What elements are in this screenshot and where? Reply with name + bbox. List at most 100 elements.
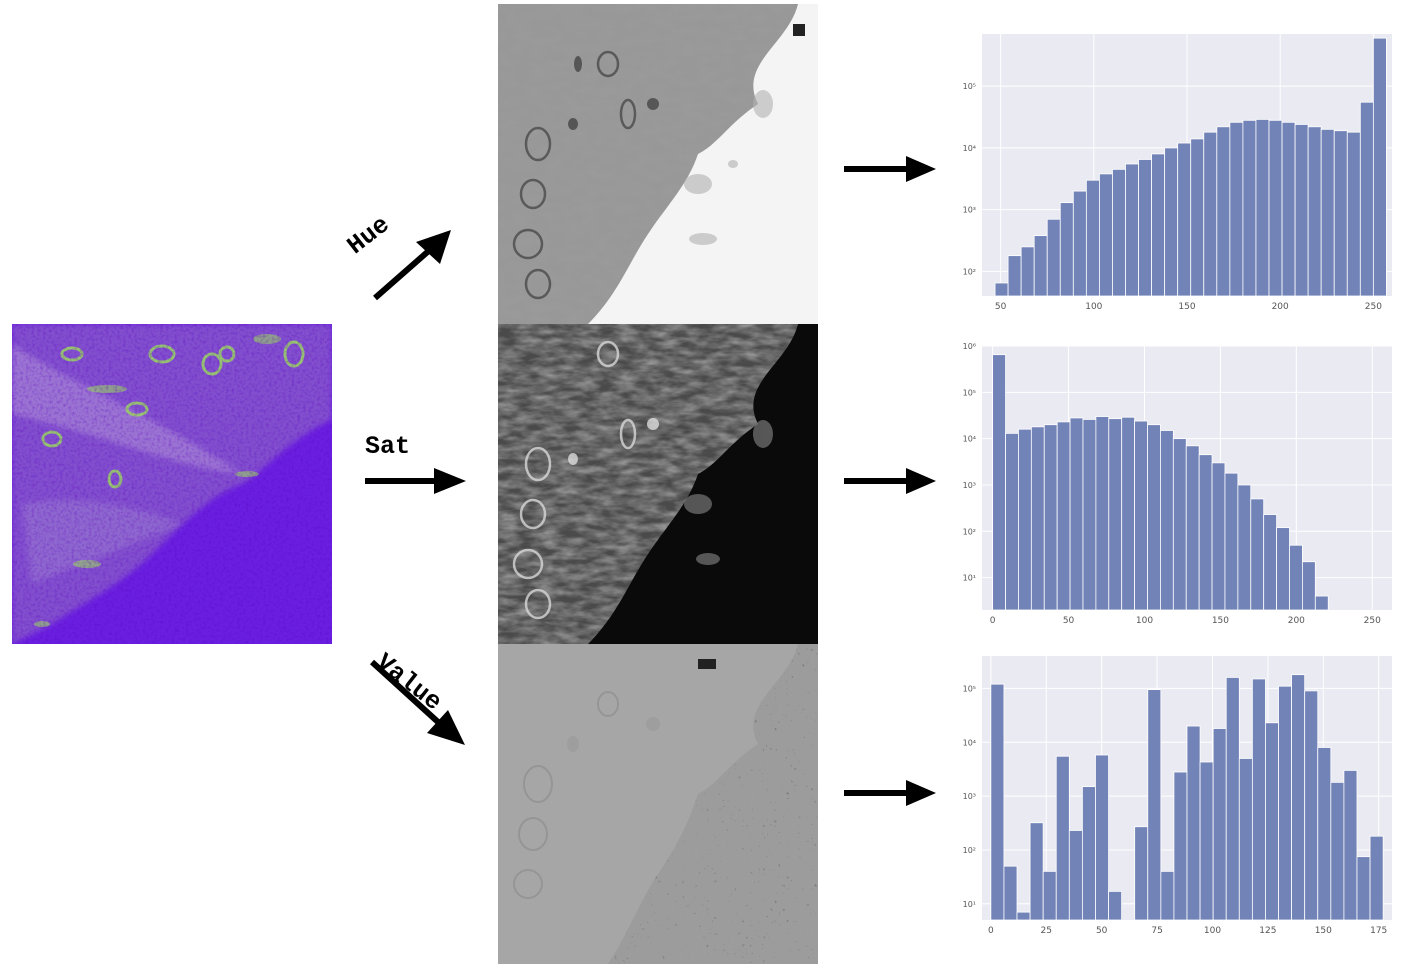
- histogram-bar: [1212, 728, 1227, 921]
- x-tick-label: 25: [1041, 926, 1052, 936]
- y-tick-label: 10³: [963, 206, 976, 215]
- histogram-bar: [1018, 428, 1032, 611]
- arrow-to-hue-icon: [373, 230, 451, 301]
- x-tick-label: 200: [1288, 616, 1305, 626]
- histogram-bar: [1291, 674, 1306, 921]
- x-tick-label: 150: [1315, 926, 1332, 936]
- y-tick-label: 10⁵: [963, 388, 976, 397]
- histogram-bar: [1255, 118, 1270, 297]
- sat-label: Sat: [365, 432, 411, 461]
- histogram-bar: [1134, 826, 1149, 921]
- hue-histogram: 50 100 150 200 250 10² 10³ 10⁴ 10⁵: [963, 34, 1392, 312]
- histogram-bar: [1346, 131, 1361, 297]
- x-tick-label: 50: [1063, 616, 1075, 626]
- histogram-bar: [1190, 138, 1205, 297]
- histogram-bar: [1095, 754, 1109, 921]
- x-tick-label: 200: [1272, 302, 1289, 312]
- histogram-bar: [1099, 173, 1113, 297]
- histogram-bar: [994, 282, 1009, 297]
- histogram-bar: [1317, 747, 1332, 921]
- histogram-bar: [1186, 725, 1201, 921]
- histogram-bar: [1242, 119, 1257, 297]
- histogram-bar: [1164, 147, 1179, 297]
- histogram-bar: [1173, 771, 1188, 921]
- histogram-bar: [1330, 781, 1345, 921]
- histogram-bar: [1003, 865, 1018, 921]
- y-tick-label: 10³: [963, 481, 976, 490]
- y-tick-label: 10⁶: [963, 342, 976, 351]
- histogram-bar: [1250, 498, 1265, 611]
- y-tick-label: 10⁴: [963, 435, 976, 444]
- histogram-bar: [1147, 689, 1162, 921]
- histogram-bar: [1138, 159, 1152, 297]
- histogram-bar: [1237, 484, 1252, 611]
- x-tick-label: 250: [1365, 302, 1382, 312]
- histogram-bar: [1216, 126, 1231, 297]
- histogram-bar: [1030, 426, 1045, 611]
- y-tick-label: 10¹: [963, 900, 976, 909]
- histogram-bar: [1359, 101, 1374, 297]
- value-histogram: 0 25 50 75 100 125 150 175 10¹ 10² 10³ 10⁴ 10⁵: [963, 656, 1392, 936]
- histogram-bar: [992, 354, 1006, 611]
- histogram-bar: [1020, 246, 1035, 297]
- histogram-bar: [1307, 126, 1322, 297]
- arrow-to-hue-histogram-icon: [844, 156, 936, 182]
- x-tick-label: 0: [988, 926, 994, 936]
- x-tick-label: 250: [1364, 616, 1381, 626]
- histogram-bar: [1056, 421, 1071, 611]
- histogram-bar: [1108, 890, 1123, 921]
- histogram-bar: [990, 683, 1005, 921]
- histogram-bar: [1160, 430, 1174, 611]
- histogram-bar: [1068, 830, 1083, 921]
- y-tick-label: 10¹: [963, 574, 976, 583]
- histogram-bar: [1134, 420, 1148, 611]
- histogram-bar: [1224, 472, 1239, 611]
- x-tick-label: 100: [1085, 302, 1102, 312]
- saturation-histogram: 0 50 100 150 200 250 10¹ 10² 10³ 10⁴ 10⁵ 10⁶: [963, 342, 1392, 626]
- histogram-bar: [1005, 432, 1019, 611]
- histogram-bar: [1147, 424, 1161, 611]
- arrow-to-sat-icon: [365, 468, 466, 494]
- value-channel-image: [498, 644, 818, 964]
- histogram-bar: [1304, 690, 1319, 921]
- x-tick-label: 50: [1096, 926, 1108, 936]
- histogram-bar: [1072, 190, 1087, 297]
- histogram-bar: [1042, 870, 1057, 921]
- histogram-bar: [1033, 235, 1048, 297]
- histogram-bar: [1372, 37, 1387, 297]
- y-tick-label: 10²: [963, 267, 976, 276]
- arrow-to-value-histogram-icon: [844, 780, 936, 806]
- histogram-bar: [1369, 835, 1384, 921]
- histogram-bar: [1294, 124, 1309, 297]
- arrow-to-sat-histogram-icon: [844, 468, 936, 494]
- histogram-bar: [1333, 130, 1348, 297]
- histogram-bar: [1343, 770, 1358, 921]
- histogram-bar: [1281, 121, 1296, 297]
- histogram-bar: [1251, 678, 1266, 921]
- histogram-bar: [1059, 202, 1074, 297]
- histogram-bar: [1081, 786, 1096, 921]
- y-tick-label: 10²: [963, 527, 976, 536]
- arrow-to-value-icon: [369, 659, 465, 745]
- histogram-bar: [1238, 758, 1253, 921]
- histogram-bar: [1229, 121, 1244, 297]
- hue-channel-image: [498, 4, 818, 324]
- histogram-bar: [1263, 514, 1277, 611]
- histogram-bar: [1185, 445, 1200, 611]
- histogram-bar: [1320, 128, 1335, 297]
- histogram-bar: [1016, 911, 1031, 921]
- histogram-bar: [1199, 761, 1214, 921]
- histogram-bar: [1029, 822, 1044, 921]
- x-tick-label: 125: [1259, 926, 1276, 936]
- histogram-bar: [1198, 454, 1213, 611]
- histogram-bar: [1085, 179, 1100, 297]
- histogram-bar: [1172, 438, 1187, 611]
- y-tick-label: 10⁵: [963, 82, 976, 91]
- histogram-bar: [1225, 677, 1240, 921]
- histogram-bar: [1160, 870, 1175, 921]
- y-tick-label: 10⁴: [963, 144, 976, 153]
- histogram-bar: [1314, 595, 1329, 611]
- x-tick-label: 175: [1370, 926, 1387, 936]
- histogram-bar: [1302, 561, 1316, 611]
- histogram-bar: [1356, 856, 1371, 921]
